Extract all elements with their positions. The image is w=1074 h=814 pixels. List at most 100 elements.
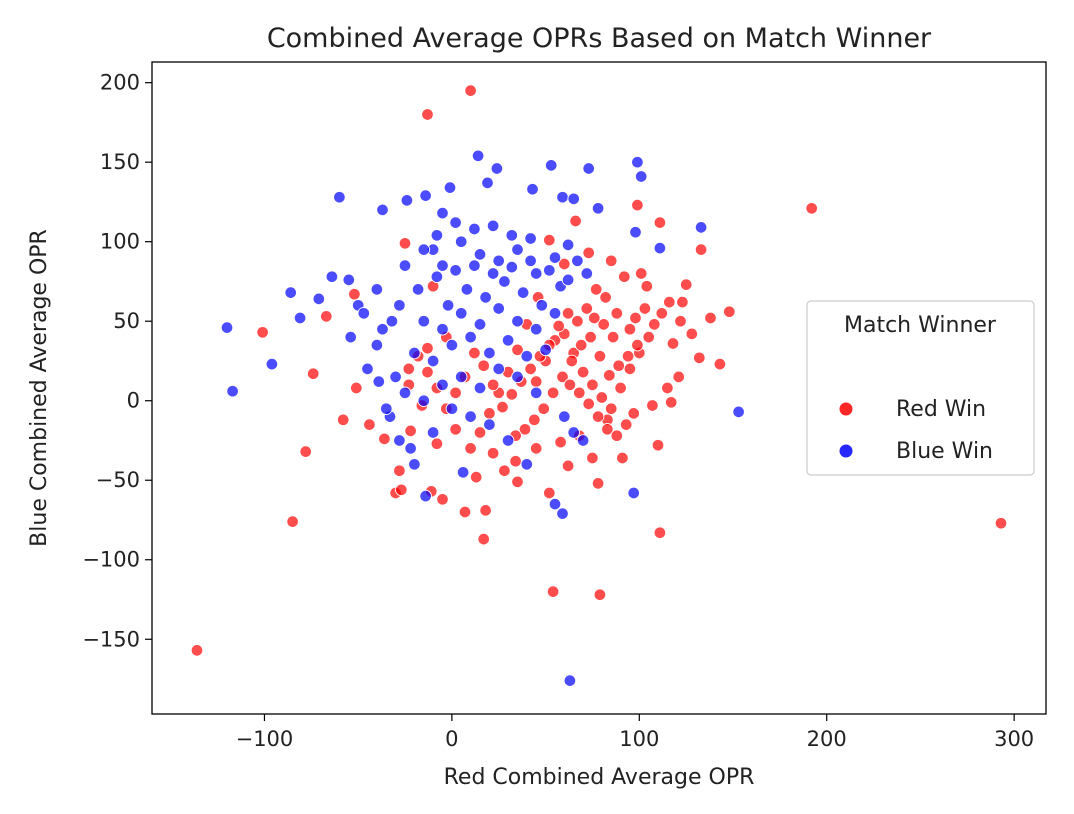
- point-red-win-53: [430, 437, 444, 450]
- point-red-win-65: [666, 337, 680, 350]
- point-blue-win-93: [468, 259, 481, 272]
- point-blue-win-114: [385, 314, 399, 328]
- point-blue-win-37: [563, 674, 577, 687]
- point-blue-win-45: [492, 254, 505, 268]
- point-blue-win-81: [505, 229, 519, 242]
- point-blue-win-34: [627, 486, 640, 500]
- point-red-win-74: [558, 257, 571, 271]
- point-red-win-57: [509, 454, 522, 468]
- point-blue-win-61: [511, 314, 524, 328]
- point-red-win-26: [511, 475, 524, 489]
- y-axis-ticks: −150 −100 −50 0 50 100 150 200: [82, 71, 152, 651]
- point-red-win-14: [378, 432, 391, 446]
- point-red-win-120: [629, 311, 642, 325]
- point-blue-win-86: [561, 238, 575, 252]
- point-blue-win-15: [591, 202, 605, 215]
- y-tick-label: −100: [82, 548, 140, 572]
- point-red-win-0: [464, 84, 477, 97]
- legend-box: [806, 300, 1035, 476]
- point-blue-win-95: [505, 260, 519, 274]
- chart-title: Combined Average OPRs Based on Match Win…: [267, 23, 932, 54]
- point-red-win-128: [603, 369, 616, 382]
- x-tick-label: 300: [994, 727, 1034, 751]
- point-blue-win-25: [325, 270, 339, 283]
- point-red-win-145: [619, 418, 633, 431]
- point-blue-win-84: [449, 216, 462, 229]
- point-red-win-17: [393, 464, 406, 477]
- point-red-win-45: [634, 267, 648, 280]
- point-red-win-2: [805, 202, 818, 215]
- point-red-win-22: [479, 504, 492, 517]
- point-blue-win-106: [576, 434, 590, 447]
- point-red-win-12: [350, 381, 363, 395]
- point-blue-win-0: [471, 149, 485, 163]
- point-blue-win-7: [376, 203, 389, 217]
- point-red-win-67: [685, 327, 699, 341]
- point-red-win-90: [595, 391, 609, 404]
- point-blue-win-16: [629, 225, 642, 239]
- point-red-win-78: [511, 343, 524, 357]
- point-blue-win-17: [653, 241, 667, 255]
- point-red-win-125: [631, 338, 644, 352]
- point-red-win-89: [586, 378, 599, 392]
- point-red-win-66: [674, 314, 687, 328]
- point-blue-win-64: [408, 346, 421, 360]
- point-red-win-34: [653, 526, 667, 539]
- point-blue-win-108: [558, 410, 571, 423]
- point-blue-win-74: [436, 378, 449, 392]
- point-blue-win-3: [631, 155, 644, 169]
- point-blue-win-53: [516, 286, 530, 299]
- point-red-win-139: [563, 378, 577, 392]
- point-blue-win-72: [398, 386, 412, 400]
- point-red-win-4: [190, 644, 204, 657]
- point-blue-win-40: [404, 442, 417, 455]
- legend: Match Winner Red Win Blue Win: [806, 300, 1035, 476]
- point-red-win-123: [655, 307, 669, 320]
- point-blue-win-98: [561, 273, 575, 287]
- point-red-win-21: [458, 505, 472, 519]
- point-blue-win-70: [520, 349, 534, 363]
- point-red-win-135: [537, 402, 550, 415]
- point-red-win-133: [556, 370, 569, 384]
- point-blue-win-109: [370, 338, 384, 352]
- x-axis-label: Red Combined Average OPR: [444, 765, 755, 790]
- point-blue-win-105: [408, 458, 421, 471]
- point-blue-win-42: [436, 259, 449, 272]
- point-red-win-81: [483, 407, 496, 420]
- point-blue-win-33: [732, 405, 745, 419]
- point-red-win-27: [546, 585, 560, 598]
- point-blue-win-47: [529, 267, 543, 280]
- point-blue-win-89: [393, 299, 406, 312]
- point-red-win-127: [612, 359, 625, 372]
- y-tick-label: −50: [96, 468, 140, 492]
- point-red-win-105: [524, 362, 537, 376]
- point-red-win-28: [593, 588, 607, 601]
- point-blue-win-87: [571, 254, 584, 268]
- point-blue-win-96: [524, 254, 537, 268]
- point-blue-win-59: [473, 318, 487, 331]
- point-blue-win-27: [344, 330, 357, 344]
- point-red-win-36: [723, 305, 736, 318]
- point-red-win-72: [618, 270, 631, 283]
- point-red-win-50: [402, 362, 416, 376]
- point-red-win-134: [546, 386, 560, 400]
- point-blue-win-75: [454, 370, 468, 384]
- point-blue-win-62: [529, 322, 543, 336]
- point-red-win-144: [610, 429, 624, 442]
- point-blue-win-39: [419, 489, 432, 503]
- point-red-win-113: [449, 386, 462, 400]
- point-red-win-70: [582, 246, 595, 260]
- point-blue-win-82: [524, 232, 537, 245]
- point-blue-win-6: [333, 190, 346, 204]
- x-tick-label: 100: [619, 727, 659, 751]
- point-blue-win-79: [529, 386, 543, 400]
- point-blue-win-10: [443, 181, 457, 194]
- point-red-win-136: [528, 413, 541, 427]
- point-blue-win-52: [498, 275, 511, 288]
- point-blue-win-65: [426, 354, 440, 368]
- point-blue-win-36: [556, 507, 569, 520]
- point-red-win-111: [468, 346, 481, 360]
- point-red-win-38: [694, 243, 708, 256]
- point-blue-win-1: [490, 162, 504, 175]
- legend-marker-red-win: [839, 402, 853, 416]
